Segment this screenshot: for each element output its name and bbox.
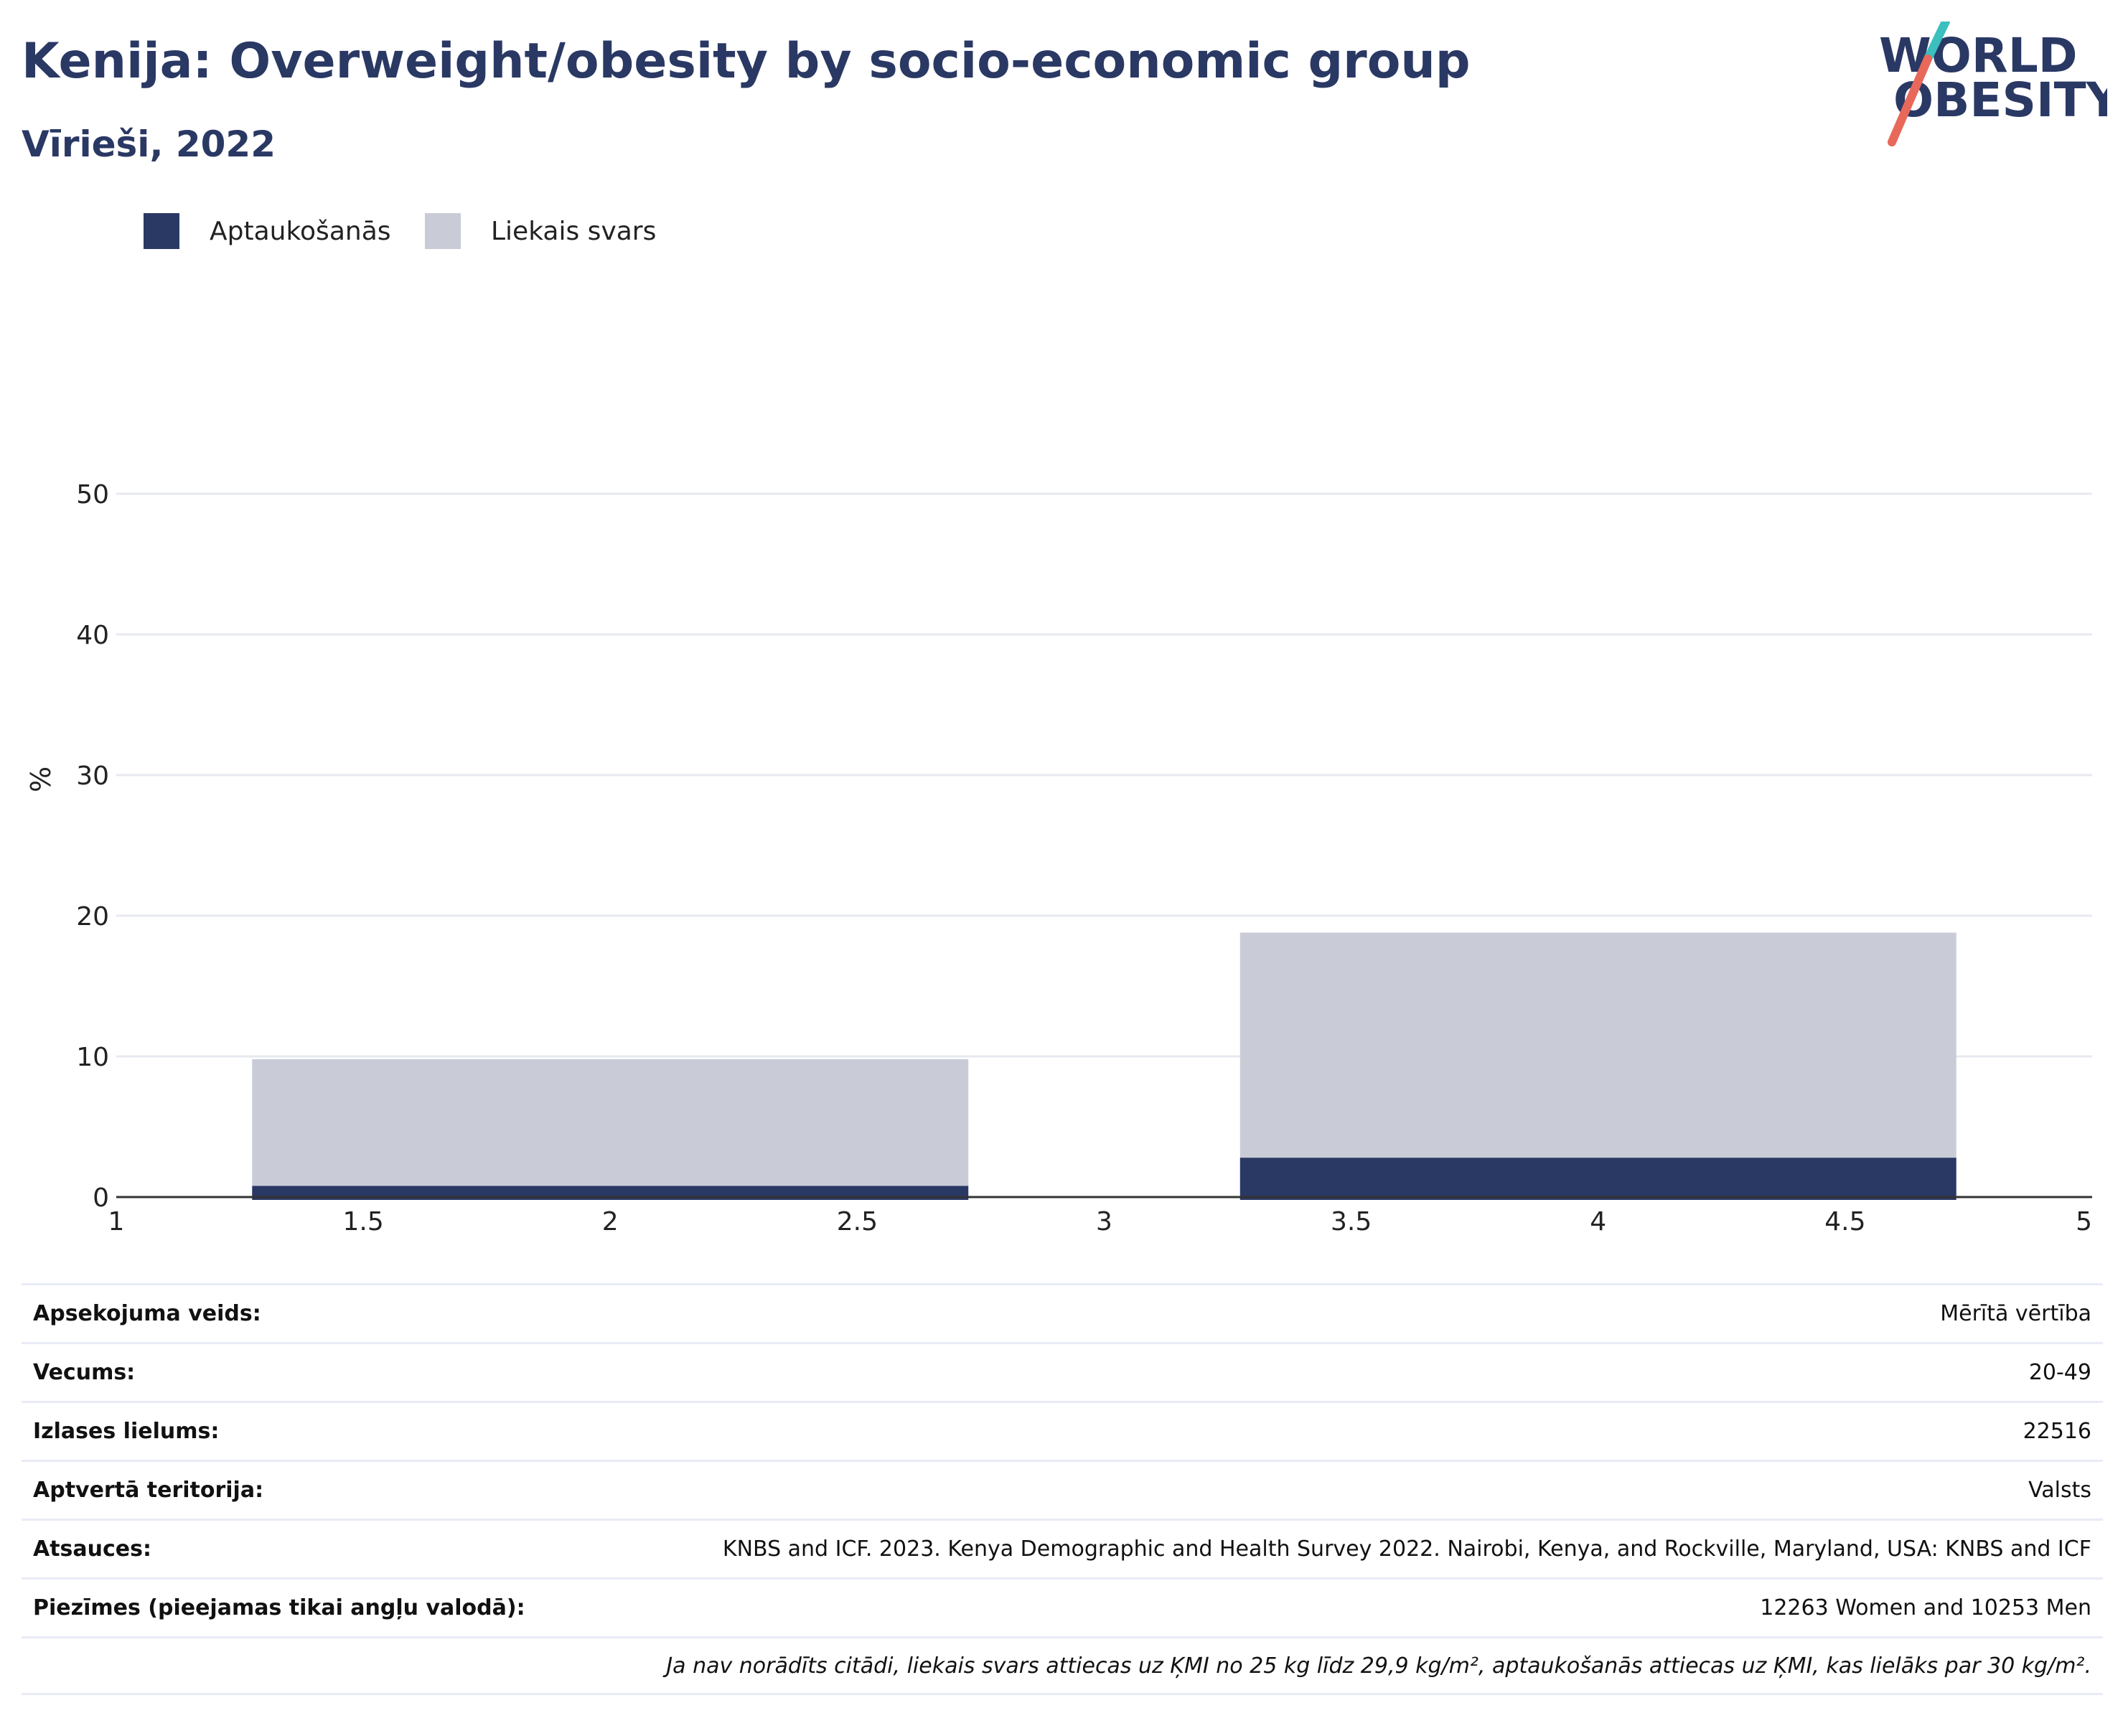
x-tick-label: 3.5 bbox=[1331, 1207, 1372, 1237]
x-tick-label: 2.5 bbox=[837, 1207, 878, 1237]
x-tick-label: 4 bbox=[1590, 1207, 1606, 1237]
x-tick-label: 1 bbox=[108, 1207, 125, 1237]
info-row: Piezīmes (pieejamas tikai angļu valodā):… bbox=[22, 1577, 2103, 1636]
info-value: 20-49 bbox=[2028, 1360, 2091, 1385]
info-value: Mērītā vērtība bbox=[1940, 1301, 2091, 1326]
y-tick-label: 40 bbox=[76, 621, 109, 650]
y-tick-label: 30 bbox=[76, 761, 109, 791]
info-key: Piezīmes (pieejamas tikai angļu valodā): bbox=[33, 1595, 525, 1620]
legend-label-obesity: Aptaukošanās bbox=[210, 216, 391, 246]
x-tick-label: 5 bbox=[2076, 1207, 2092, 1237]
legend-label-overweight: Liekais svars bbox=[491, 216, 657, 246]
legend-swatch-obesity bbox=[144, 213, 179, 249]
info-row: Atsauces: KNBS and ICF. 2023. Kenya Demog… bbox=[22, 1519, 2103, 1577]
world-obesity-logo: WORLD OBESITY bbox=[1879, 22, 2107, 146]
info-key: Aptvertā teritorija: bbox=[33, 1478, 264, 1503]
logo-text-obesity: OBESITY bbox=[1893, 72, 2107, 128]
info-row: Apsekojuma veids: Mērītā vērtība bbox=[22, 1283, 2103, 1342]
x-tick-label: 1.5 bbox=[342, 1207, 383, 1237]
info-value: 12263 Women and 10253 Men bbox=[1760, 1595, 2091, 1620]
info-key: Izlases lielums: bbox=[33, 1419, 220, 1444]
info-row: Izlases lielums: 22516 bbox=[22, 1401, 2103, 1460]
bar-segment-obesity[interactable] bbox=[1239, 1158, 1956, 1200]
info-value: Valsts bbox=[2028, 1478, 2091, 1503]
y-tick-label: 20 bbox=[76, 902, 109, 932]
x-tick-label: 2 bbox=[602, 1207, 619, 1237]
page-subtitle: Vīrieši, 2022 bbox=[22, 123, 276, 165]
y-tick-label: 10 bbox=[76, 1043, 109, 1072]
bar-segment-overweight[interactable] bbox=[1239, 932, 1956, 1158]
page-title: Kenija: Overweight/obesity by socio-econ… bbox=[22, 33, 1471, 90]
info-value: KNBS and ICF. 2023. Kenya Demographic an… bbox=[722, 1536, 2091, 1562]
y-tick-label: 0 bbox=[93, 1183, 109, 1213]
logo-slash-bottom bbox=[1888, 55, 1932, 146]
info-row: Vecums: 20-49 bbox=[22, 1342, 2103, 1401]
info-value: 22516 bbox=[2023, 1419, 2091, 1444]
info-key: Vecums: bbox=[33, 1360, 136, 1385]
info-table: Apsekojuma veids: Mērītā vērtība Vecums: 20… bbox=[22, 1283, 2103, 1695]
legend-item-obesity[interactable]: Aptaukošanās bbox=[144, 212, 391, 250]
logo-slash-top bbox=[1923, 22, 1950, 63]
y-axis-title: % bbox=[25, 766, 57, 792]
stacked-bar-chart: 0 10 20 30 40 50 1 1.5 2 2.5 3 3.5 4 4.5 5 % bbox=[25, 480, 2092, 1237]
x-tick-label: 4.5 bbox=[1824, 1207, 1865, 1237]
y-tick-label: 50 bbox=[76, 480, 109, 510]
bar-segment-overweight[interactable] bbox=[252, 1059, 969, 1186]
info-key: Atsauces: bbox=[33, 1536, 151, 1562]
info-row: Aptvertā teritorija: Valsts bbox=[22, 1460, 2103, 1519]
info-note: Ja nav norādīts citādi, liekais svars at… bbox=[666, 1653, 2091, 1679]
legend-swatch-overweight bbox=[425, 213, 461, 249]
logo-text-world: WORLD bbox=[1879, 28, 2078, 83]
info-key: Apsekojuma veids: bbox=[33, 1301, 261, 1326]
x-tick-label: 3 bbox=[1096, 1207, 1112, 1237]
legend-item-overweight[interactable]: Liekais svars bbox=[425, 212, 656, 250]
info-note-row: Ja nav norādīts citādi, liekais svars at… bbox=[22, 1636, 2103, 1695]
